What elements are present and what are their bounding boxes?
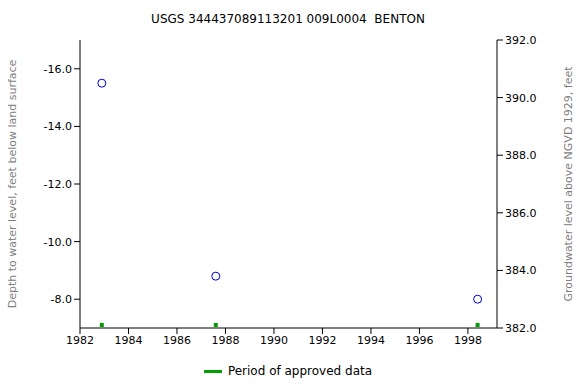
svg-text:390.0: 390.0 bbox=[505, 92, 537, 105]
html-text:USGS 344437089113201 009L0004: USGS 344437089113201 009L0004 BENTON bbox=[151, 12, 425, 26]
svg-text:1994: 1994 bbox=[357, 334, 385, 347]
svg-text:386.0: 386.0 bbox=[505, 207, 537, 220]
svg-text:382.0: 382.0 bbox=[505, 322, 537, 335]
svg-text:-14.0: -14.0 bbox=[44, 120, 72, 133]
svg-text:1982: 1982 bbox=[66, 334, 94, 347]
svg-text:384.0: 384.0 bbox=[505, 264, 537, 277]
svg-text:Depth to water level, feet bel: Depth to water level, feet below land su… bbox=[8, 59, 19, 308]
svg-text:388.0: 388.0 bbox=[505, 149, 537, 162]
svg-text:-8.0: -8.0 bbox=[51, 293, 72, 306]
svg-text:1998: 1998 bbox=[454, 334, 482, 347]
svg-text:1984: 1984 bbox=[114, 334, 142, 347]
svg-text:1986: 1986 bbox=[163, 334, 191, 347]
svg-text:Groundwater level above NGVD 1: Groundwater level above NGVD 1929, feet bbox=[562, 66, 568, 302]
svg-text:1990: 1990 bbox=[260, 334, 288, 347]
svg-text:1988: 1988 bbox=[211, 334, 239, 347]
svg-text:-10.0: -10.0 bbox=[44, 236, 72, 249]
html-text:Period of approved data: Period of approved data bbox=[227, 364, 373, 378]
svg-text:-12.0: -12.0 bbox=[44, 178, 72, 191]
svg-text:1992: 1992 bbox=[308, 334, 336, 347]
svg-text:392.0: 392.0 bbox=[505, 34, 537, 47]
svg-text:1996: 1996 bbox=[405, 334, 433, 347]
svg-text:-16.0: -16.0 bbox=[44, 63, 72, 76]
